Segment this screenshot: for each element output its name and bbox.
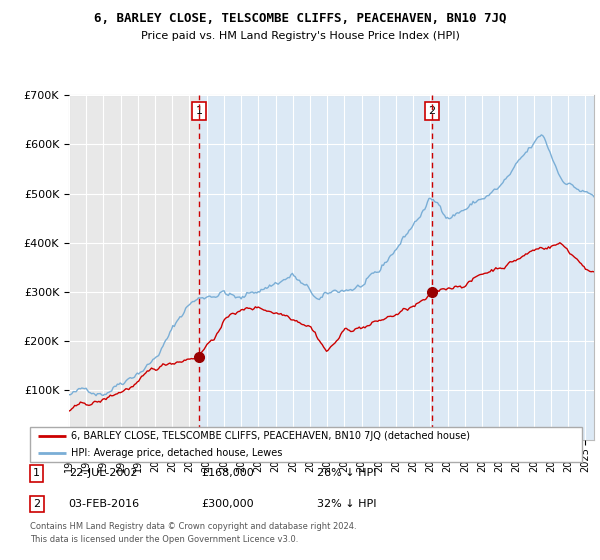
Bar [69,95,199,440]
Bar [199,95,594,440]
Text: 6, BARLEY CLOSE, TELSCOMBE CLIFFS, PEACEHAVEN, BN10 7JQ (detached house): 6, BARLEY CLOSE, TELSCOMBE CLIFFS, PEACE… [71,431,470,441]
Text: 6, BARLEY CLOSE, TELSCOMBE CLIFFS, PEACEHAVEN, BN10 7JQ: 6, BARLEY CLOSE, TELSCOMBE CLIFFS, PEACE… [94,12,506,25]
Text: 2: 2 [33,499,40,509]
Text: Price paid vs. HM Land Registry's House Price Index (HPI): Price paid vs. HM Land Registry's House … [140,31,460,41]
Text: 26% ↓ HPI: 26% ↓ HPI [317,468,377,478]
Text: 32% ↓ HPI: 32% ↓ HPI [317,499,377,509]
Text: Contains HM Land Registry data © Crown copyright and database right 2024.: Contains HM Land Registry data © Crown c… [30,522,356,531]
Text: 1: 1 [196,106,202,116]
Text: 1: 1 [33,468,40,478]
Text: 22-JUL-2002: 22-JUL-2002 [68,468,137,478]
Text: 03-FEB-2016: 03-FEB-2016 [68,499,140,509]
Text: 2: 2 [428,106,436,116]
FancyBboxPatch shape [30,427,582,462]
Text: HPI: Average price, detached house, Lewes: HPI: Average price, detached house, Lewe… [71,448,283,458]
Text: £168,000: £168,000 [201,468,254,478]
Text: £300,000: £300,000 [201,499,254,509]
Text: This data is licensed under the Open Government Licence v3.0.: This data is licensed under the Open Gov… [30,535,298,544]
